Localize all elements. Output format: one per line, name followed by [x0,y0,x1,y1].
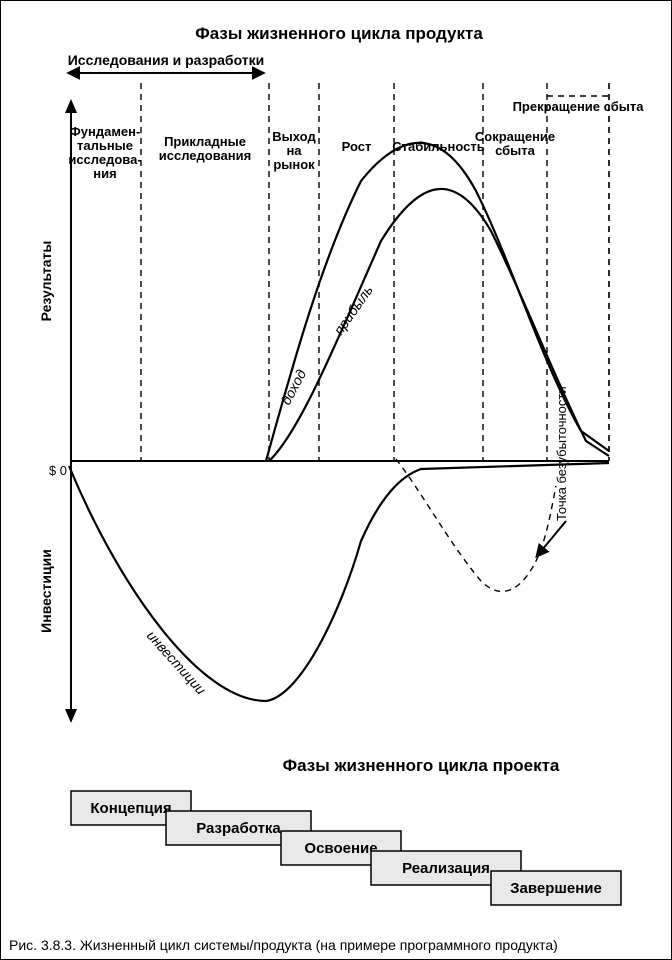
breakeven-curve [396,459,556,591]
project-phase-boxes: Концепция Разработка Освоение Реализация Зав… [71,791,621,905]
project-phase-0: Концепция [90,800,171,817]
phase-label-decline: Сокращениесбыта [475,129,555,158]
income-curve-label: доход [278,366,310,407]
y-axis-arrow-down [65,709,77,723]
phase-label-growth: Рост [342,139,372,154]
phase-label-applied: Прикладныеисследования [159,134,251,163]
project-phase-1: Разработка [196,820,281,837]
breakeven-arrow [537,521,566,556]
project-phase-3: Реализация [402,860,490,877]
profit-curve-label: прибыль [330,282,376,338]
y-axis-arrow-up [65,99,77,113]
project-phase-4: Завершение [510,880,602,897]
research-dev-label: Исследования и разработки [68,52,265,68]
phase-label-stability: Стабильность [392,139,484,154]
investments-curve [69,463,609,701]
y-axis-results-label: Результаты [38,241,54,322]
product-lifecycle-title: Фазы жизненного цикла продукта [195,24,483,43]
page: Фазы жизненного цикла продукта Исследова… [0,0,672,960]
figure-caption: Рис. 3.8.3. Жизненный цикл системы/проду… [9,937,558,955]
investments-curve-label: инвестиции [144,627,210,697]
project-lifecycle-title: Фазы жизненного цикла проекта [283,756,560,775]
phase-label-discontinued: Прекращение сбыта [513,99,645,114]
phase-label-market_entry: Выходнарынок [272,129,316,172]
phase-label-fundamental: Фундамен-тальныеисследова-ния [68,124,141,181]
project-phase-2: Освоение [304,840,377,857]
lifecycle-diagram: Фазы жизненного цикла продукта Исследова… [1,1,671,936]
phase-labels-group: Фундамен-тальныеисследова-ния Прикладныеи… [68,99,644,181]
zero-label: $ 0 [49,463,67,478]
breakeven-label: Точка безубыточности [554,386,569,521]
y-axis-investments-label: Инвестиции [38,549,54,633]
